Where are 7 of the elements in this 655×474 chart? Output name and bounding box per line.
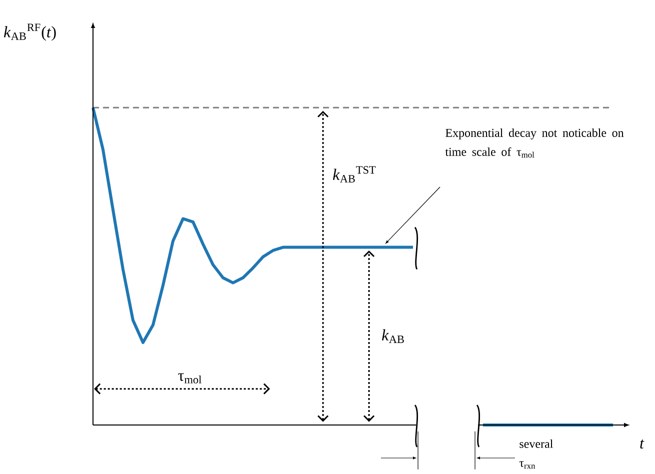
y-axis-title: k$_{AB}$$^{RF}$(t) xyxy=(4,24,56,41)
text: several τ$_{rxn}$ xyxy=(519,439,553,469)
x-axis-title: t xyxy=(640,439,644,449)
annotation: k$_{AB}$ xyxy=(382,329,404,344)
annotation: k$_{AB}$TST xyxy=(332,166,376,182)
annotation: τ$_{mol}$ xyxy=(178,373,202,384)
annotation: Exponential decay not noticable on time scale of τ$_{mol}$ xyxy=(445,128,624,158)
